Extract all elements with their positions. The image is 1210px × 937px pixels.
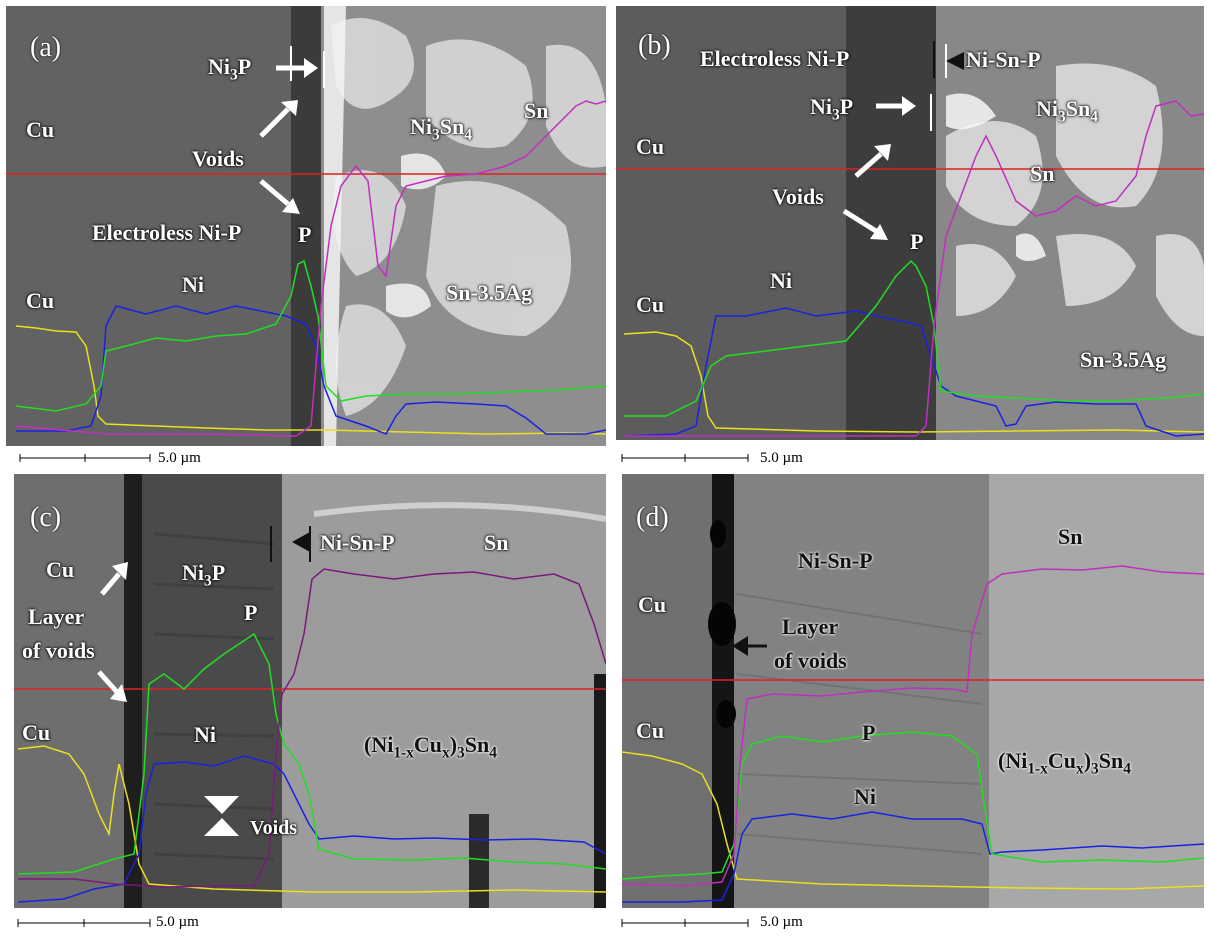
- panel-label: (d): [636, 502, 669, 533]
- cu-label-bottom: Cu: [636, 292, 665, 317]
- cu-label: Cu: [26, 117, 55, 142]
- voids-markers: [204, 796, 239, 836]
- ni-profile-line: [16, 305, 606, 435]
- arrows-b: [842, 96, 916, 240]
- linescan-d: [622, 565, 1204, 903]
- cu-label: Cu: [638, 592, 667, 617]
- sn-profile-line: [18, 568, 606, 888]
- sn-label: Sn: [1058, 524, 1083, 549]
- nisnp-label: Ni-Sn-P: [320, 530, 395, 555]
- panel-a: (a) Cu Ni3P Voids Ni3Sn4 Sn Electroless …: [6, 6, 606, 446]
- sn-label: Sn: [524, 98, 549, 123]
- p-profile-line: [624, 259, 1204, 417]
- ni-label: Ni: [182, 272, 204, 297]
- arrow-voids: [732, 636, 748, 656]
- scale-text: 5.0 µm: [156, 914, 199, 930]
- linescan-a: [6, 46, 606, 437]
- ni3sn4-label: Ni3Sn4: [1036, 96, 1098, 126]
- ni-label: Ni: [854, 784, 876, 809]
- linescan-b: [616, 41, 1204, 437]
- panel-d: (d) Ni-Sn-P Sn Cu Layer of voids Cu P (N…: [622, 474, 1204, 908]
- sem-image-b: [616, 6, 1204, 440]
- cu-label-bottom: Cu: [26, 288, 55, 313]
- p-label: P: [862, 720, 876, 745]
- linescan-c: [14, 526, 606, 903]
- cu-profile-line: [15, 325, 606, 435]
- ni3p-label: Ni3P: [208, 54, 252, 84]
- sn-label: Sn: [484, 530, 509, 555]
- scale-bar-d: 5.0 µm: [620, 914, 820, 934]
- ni-profile-line: [17, 755, 606, 903]
- panel-label: (b): [638, 30, 671, 61]
- ni-profile-line: [623, 307, 1204, 437]
- solder-label: Sn-3.5Ag: [1080, 347, 1167, 372]
- electroless-nip-label: Electroless Ni-P: [700, 46, 850, 71]
- sem-image-a: [6, 6, 606, 446]
- sn-label: Sn: [1030, 161, 1055, 186]
- p-profile-line: [17, 632, 606, 875]
- arrows-c: [97, 562, 128, 702]
- ni-profile-line: [622, 811, 1204, 903]
- panel-label: (c): [30, 502, 62, 533]
- cu-profile-line: [623, 331, 1204, 433]
- scale-bar-b: 5.0 µm: [620, 448, 820, 468]
- sn-profile-line: [15, 100, 606, 437]
- ni-label: Ni: [770, 268, 792, 293]
- ni3p-label: Ni3P: [810, 94, 854, 124]
- imc-label: (Ni1-xCux)3Sn4: [364, 732, 497, 762]
- ni3sn4-label: Ni3Sn4: [410, 114, 472, 144]
- ni-label: Ni: [194, 722, 216, 747]
- electroless-nip-label: Electroless Ni-P: [92, 220, 242, 245]
- cu-label-bottom: Cu: [22, 720, 51, 745]
- of-voids-label: of voids: [774, 648, 847, 673]
- layer-label: Layer: [782, 614, 839, 639]
- panel-c: (c) Ni-Sn-P Sn Cu Ni3P Layer P of voids …: [14, 474, 606, 908]
- ni3p-label: Ni3P: [182, 560, 226, 590]
- scale-text: 5.0 µm: [760, 914, 803, 930]
- arrow-nisnp: [946, 52, 964, 70]
- of-voids-label: of voids: [22, 638, 95, 663]
- voids-label: Voids: [192, 146, 244, 171]
- solder-label: Sn-3.5Ag: [446, 280, 533, 305]
- imc-label: (Ni1-xCux)3Sn4: [998, 748, 1131, 778]
- nisnp-label: Ni-Sn-P: [966, 47, 1041, 72]
- panel-b: (b) Electroless Ni-P Ni-Sn-P Ni3P Ni3Sn4…: [616, 6, 1204, 440]
- arrows-a: [259, 58, 318, 214]
- p-label: P: [244, 600, 258, 625]
- scale-bar-a: 5.0 µm: [18, 448, 218, 468]
- voids-label: Voids: [250, 817, 298, 839]
- panel-label: (a): [30, 32, 62, 63]
- layer-label: Layer: [28, 604, 85, 629]
- scale-text: 5.0 µm: [760, 450, 803, 466]
- p-label: P: [910, 229, 924, 254]
- voids-label: Voids: [772, 184, 824, 209]
- p-profile-line: [622, 731, 1204, 880]
- p-profile-line: [15, 259, 606, 412]
- sem-image-d: [622, 474, 1204, 908]
- cu-profile-line: [622, 751, 1204, 890]
- nisnp-label: Ni-Sn-P: [798, 548, 873, 573]
- sn-profile-line: [622, 565, 1204, 887]
- cu-label: Cu: [46, 557, 75, 582]
- cu-label-bottom: Cu: [636, 718, 665, 743]
- arrow-nisnp: [292, 532, 310, 552]
- scale-text: 5.0 µm: [158, 450, 201, 466]
- cu-profile-line: [17, 745, 606, 893]
- cu-label: Cu: [636, 134, 665, 159]
- scale-bar-c: 5.0 µm: [16, 914, 216, 934]
- p-label: P: [298, 222, 312, 247]
- sn-profile-line: [624, 100, 1204, 437]
